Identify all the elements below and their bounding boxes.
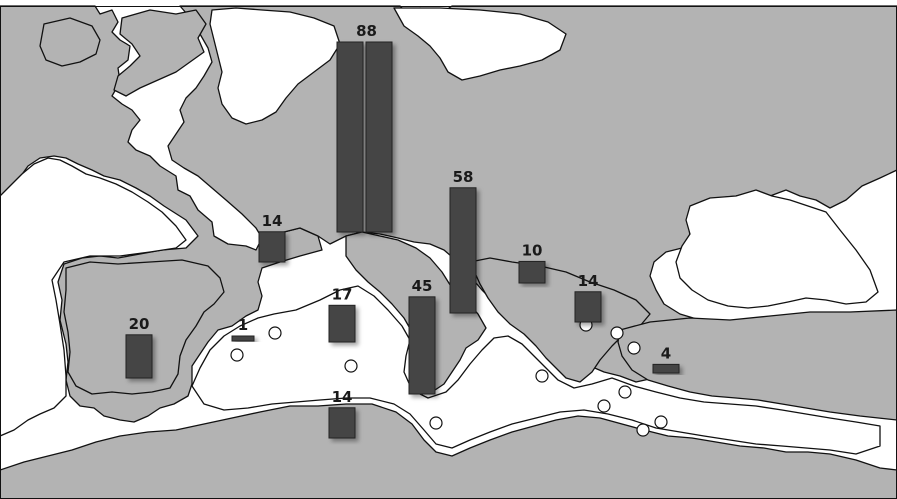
island-dot xyxy=(344,359,358,373)
bar-value-label: 4 xyxy=(661,344,671,362)
bar-balearics xyxy=(231,335,255,342)
land-northern-islands xyxy=(113,9,207,97)
island-dot xyxy=(636,423,650,437)
land-anatolia xyxy=(617,309,897,421)
bar-value-label: 45 xyxy=(412,277,433,295)
bar-anatolia xyxy=(652,363,680,374)
bar-value-label: 14 xyxy=(578,272,599,290)
land-ireland xyxy=(39,17,101,67)
island-dot xyxy=(230,348,244,362)
island-dot xyxy=(618,385,632,399)
bar-central-europe-2- xyxy=(365,41,393,233)
island-dot xyxy=(429,416,443,430)
bar-value-label: 20 xyxy=(129,315,150,333)
sea-north-sea xyxy=(209,7,341,125)
island-dot xyxy=(535,369,549,383)
bar-value-label: 17 xyxy=(332,285,353,303)
bar-value-label: 58 xyxy=(453,168,474,186)
bar-balkans xyxy=(518,260,546,284)
bar-corsica xyxy=(328,304,356,343)
island-dot xyxy=(268,326,282,340)
land-iberia xyxy=(63,259,225,395)
bar-iberia xyxy=(125,334,153,379)
land-north-africa xyxy=(0,403,897,499)
bar-value-label: 1 xyxy=(238,316,248,334)
bar-value-label: 14 xyxy=(262,212,283,230)
island-dot xyxy=(627,341,641,355)
island-dot xyxy=(597,399,611,413)
bar-france xyxy=(258,231,286,263)
sea-bay-of-biscay xyxy=(0,157,187,437)
bar-central-europe xyxy=(336,41,364,233)
seas xyxy=(0,7,881,455)
sea-baltic xyxy=(393,7,567,81)
bar-greece xyxy=(574,291,602,323)
sea-mediterranean xyxy=(191,285,881,455)
island-dot xyxy=(610,326,624,340)
island-dot xyxy=(654,415,668,429)
bar-sardinia xyxy=(328,407,356,439)
bar-series xyxy=(125,41,680,439)
bar-central-east-europe xyxy=(449,187,477,314)
bar-italy xyxy=(408,296,436,395)
bar-labels: 20 1 14 17 14 88 45 58 10 14 4 xyxy=(129,22,672,406)
land-balkans xyxy=(469,257,651,383)
bar-value-label: 88 xyxy=(356,22,377,40)
bar-value-label: 10 xyxy=(522,241,543,259)
sea-black-sea xyxy=(675,189,879,309)
bar-value-label: 14 xyxy=(332,388,353,406)
